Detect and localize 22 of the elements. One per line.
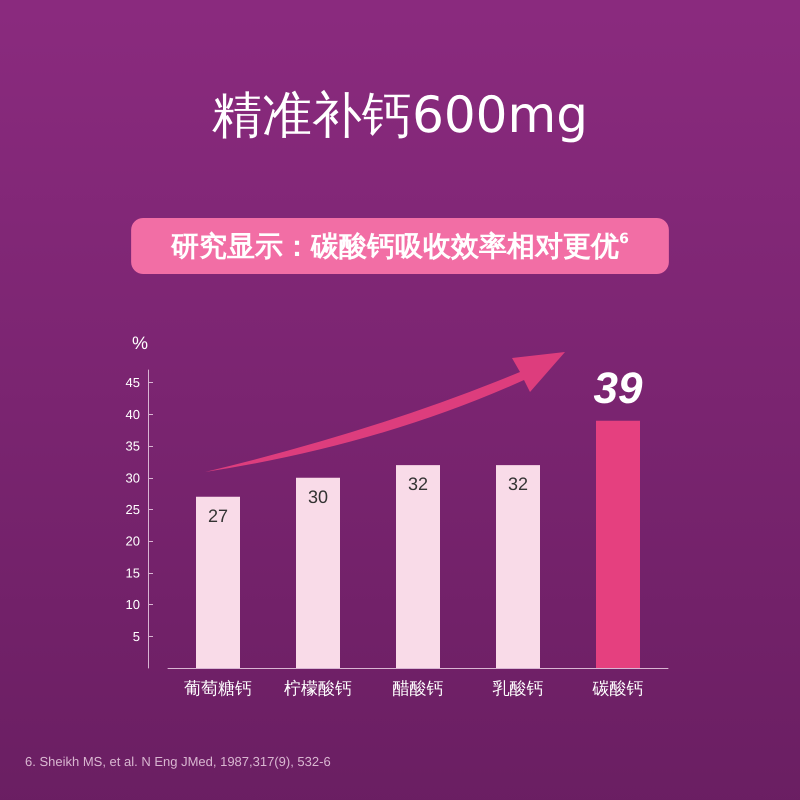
- x-tick-label: 葡萄糖钙: [184, 679, 252, 698]
- y-tick-label: 25: [126, 502, 140, 517]
- y-tick-label: 40: [126, 406, 140, 422]
- data-label: 39: [594, 364, 643, 414]
- data-label: 32: [508, 474, 528, 494]
- x-tick-label: 乳酸钙: [492, 679, 544, 698]
- y-tick-label: 45: [126, 375, 140, 390]
- y-tick-label: 20: [126, 534, 140, 549]
- x-tick-label: 醋酸钙: [392, 679, 444, 698]
- chart-title: 精准补钙600mg: [212, 86, 588, 144]
- data-label: 32: [408, 474, 428, 494]
- x-tick-label: 柠檬酸钙: [284, 679, 352, 698]
- y-axis-title: %: [132, 333, 148, 353]
- data-label: 30: [308, 486, 328, 507]
- y-tick-label: 30: [126, 470, 140, 486]
- text: 6. Sheikh MS, et al. N Eng JMed, 1987,317(9), 532-6: [25, 754, 331, 769]
- y-tick-label: 10: [126, 597, 140, 612]
- y-tick-label: 35: [126, 438, 140, 454]
- data-label: 27: [208, 506, 228, 526]
- y-tick-label: 15: [126, 565, 140, 580]
- x-tick-label: 碳酸钙: [592, 679, 644, 698]
- y-tick-label: 5: [132, 628, 140, 644]
